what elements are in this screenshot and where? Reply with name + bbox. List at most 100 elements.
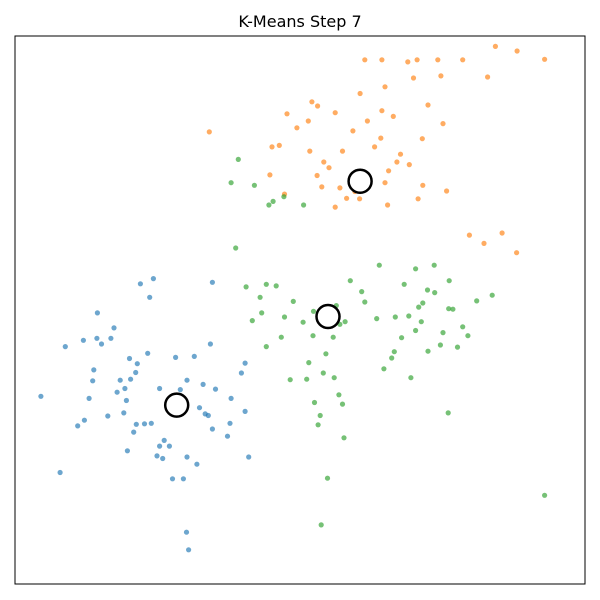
cluster-1-point [207,341,213,347]
cluster-3-point [310,308,317,314]
cluster-2-point [499,230,505,236]
cluster-2-point [386,168,392,174]
cluster-2-point [385,202,391,208]
cluster-3-point [542,492,548,498]
cluster-2-point [382,84,388,90]
cluster-3-point [320,370,326,376]
cluster-1-point [157,443,163,449]
cluster-1-point [108,335,114,341]
cluster-3-point [341,435,347,441]
cluster-2-point [419,136,425,142]
cluster-3-point [281,194,287,200]
centroid-1-marker [163,392,190,418]
cluster-2-point [337,185,343,191]
cluster-3-point [424,287,431,293]
cluster-1-point [191,353,197,359]
cluster-1-point [238,370,244,376]
cluster-2-point [362,57,368,63]
cluster-1-point [209,279,215,285]
cluster-2-point [444,188,450,194]
cluster-3-point [445,410,451,416]
cluster-2-point [514,48,520,54]
cluster-1-point [242,408,248,414]
centroid-2-marker [347,168,373,194]
cluster-3-point [249,318,255,324]
centroid-markers [163,168,373,418]
cluster-1-point [133,369,139,376]
cluster-1-point [212,386,219,392]
cluster-2-point [460,57,466,63]
cluster-1-point [123,397,129,404]
cluster-1-point [114,389,120,395]
cluster-2-point [332,110,338,116]
cluster-3-point [359,289,365,295]
cluster-3-point [318,522,324,528]
cluster-2-point [397,151,404,157]
cluster-3-point [342,319,348,325]
cluster-3-point [431,262,437,268]
cluster-3-point [263,281,269,287]
cluster-1-point [126,355,133,362]
cluster-3-point [408,375,414,381]
cluster-3-point [454,344,461,350]
cluster-3-point [281,314,288,320]
cluster-3-point [336,392,342,398]
cluster-1-point [169,476,176,482]
cluster-3-point [323,351,329,357]
cluster-2-point [542,56,548,62]
cluster-1-point [183,529,190,535]
cluster-2-point [378,135,384,141]
cluster-1-point [166,443,172,449]
cluster-2-point [364,118,370,124]
cluster-1-point [148,420,154,426]
plot-frame [14,35,586,585]
cluster-2-point [350,128,356,134]
cluster-3-point [266,202,272,208]
cluster-2-point [425,102,431,108]
cluster-3-point [413,327,419,334]
cluster-1-point [57,469,63,476]
cluster-3-point [374,316,380,322]
cluster-2-point [466,232,472,238]
cluster-3-point [300,319,306,325]
cluster-1-point [177,387,183,393]
cluster-1-point [75,423,81,429]
cluster-3-point [270,198,276,204]
cluster-1-point [200,381,206,387]
cluster-2-point [206,129,212,135]
cluster-1-point [224,433,231,439]
cluster-1-point [246,454,252,460]
cluster-3-point [324,475,331,481]
cluster-1-point [122,385,128,392]
cluster-3-point [362,299,368,305]
cluster-3-point [304,376,310,382]
cluster-1-point [62,344,68,350]
cluster-3-point [290,298,296,304]
cluster-1-point [173,354,179,360]
cluster-3-point [347,278,353,284]
cluster-2-point [357,90,363,97]
cluster-1-point [196,405,203,411]
cluster-2-point [319,184,325,190]
cluster-3-point [306,360,312,366]
cluster-2-point [485,74,491,80]
cluster-1-point [186,547,192,553]
cluster-3-point [460,324,466,330]
cluster-1-point [150,276,156,282]
cluster-3-point [425,348,431,354]
cluster-1-point [94,310,100,316]
cluster-1-point [184,454,190,460]
cluster-2-point [405,59,411,65]
cluster-2-point [314,172,320,179]
cluster-1-point [205,412,211,419]
cluster-2-point [394,159,400,165]
cluster-3-point [228,180,234,186]
centroid-3-marker [315,303,341,330]
cluster-3-point [446,278,452,284]
cluster-1-point [133,421,139,427]
cluster-1-point [141,421,148,427]
cluster-1-point [180,476,186,482]
cluster-3-point [416,304,422,310]
cluster-3-point [310,333,316,339]
cluster-3-point [233,245,239,251]
